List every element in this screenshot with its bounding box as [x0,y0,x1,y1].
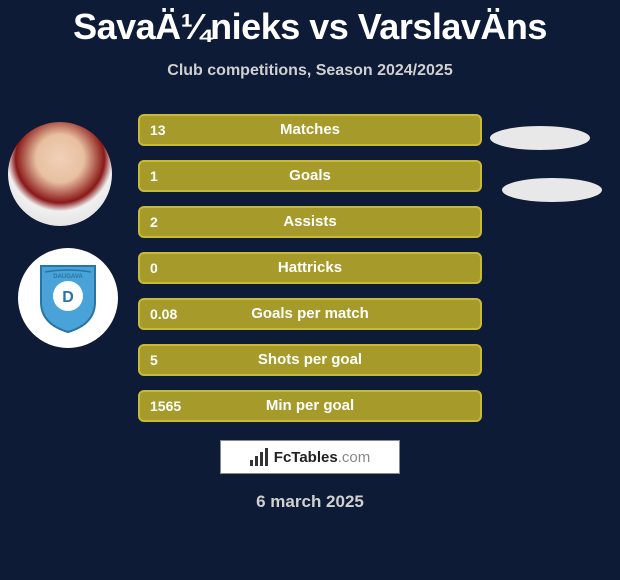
page-subtitle: Club competitions, Season 2024/2025 [0,62,620,80]
logo-main: FcTables [274,449,338,466]
stat-label: Matches [138,114,482,146]
stat-label: Goals [138,160,482,192]
stat-label: Goals per match [138,298,482,330]
page-title: SavaÄ¼nieks vs VarslavÄns [0,0,620,48]
logo-bars-icon [250,448,268,466]
stat-label: Shots per goal [138,344,482,376]
stat-label: Hattricks [138,252,482,284]
stat-row: 13Matches [138,114,482,146]
stat-row: 5Shots per goal [138,344,482,376]
stat-row: 1565Min per goal [138,390,482,422]
stats-area: 13Matches 1Goals 2Assists 0Hattricks 0.08Goa… [0,114,620,422]
fctables-logo: FcTables.com [220,440,400,474]
footer-date: 6 march 2025 [0,492,620,512]
stat-row: 2Assists [138,206,482,238]
stat-label: Assists [138,206,482,238]
stat-row: 0.08Goals per match [138,298,482,330]
stat-row: 1Goals [138,160,482,192]
logo-suffix: .com [338,449,371,466]
logo-text: FcTables.com [274,449,370,466]
stat-row: 0Hattricks [138,252,482,284]
stat-label: Min per goal [138,390,482,422]
